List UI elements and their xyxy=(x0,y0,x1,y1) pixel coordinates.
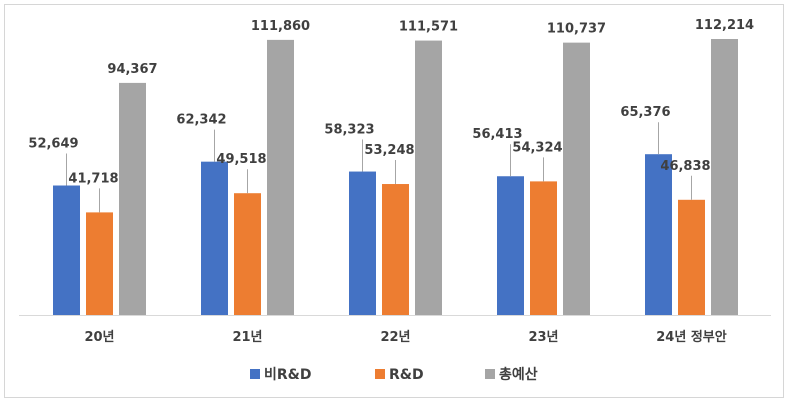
bar-R&D-24년 정부안 xyxy=(678,199,705,315)
bar-R&D-20년 xyxy=(86,212,113,315)
bar-R&D-22년 xyxy=(382,184,409,315)
data-label-R&D-23년: 54,324 xyxy=(512,140,562,155)
bar-총예산-23년 xyxy=(563,42,590,315)
bar-비R&D-23년 xyxy=(497,176,524,315)
legend-swatch-R&D xyxy=(375,369,385,379)
bar-총예산-21년 xyxy=(267,39,294,315)
data-label-비R&D-22년: 58,323 xyxy=(324,123,374,138)
bar-비R&D-21년 xyxy=(201,161,228,315)
category-label: 21년 xyxy=(232,330,262,345)
category-label: 24년 정부안 xyxy=(656,329,726,345)
legend-label-R&D: R&D xyxy=(389,367,424,383)
data-label-총예산-20년: 94,367 xyxy=(107,62,157,77)
data-label-총예산-21년: 111,860 xyxy=(251,19,310,34)
data-label-총예산-23년: 110,737 xyxy=(547,22,606,37)
bar-비R&D-20년 xyxy=(53,185,80,315)
data-label-비R&D-24년 정부안: 65,376 xyxy=(620,105,670,120)
data-label-비R&D-21년: 62,342 xyxy=(176,113,226,128)
bar-비R&D-22년 xyxy=(349,171,376,315)
bar-비R&D-24년 정부안 xyxy=(645,154,672,315)
category-label: 23년 xyxy=(528,330,558,345)
legend-label-총예산: 총예산 xyxy=(499,366,538,383)
legend-swatch-비R&D xyxy=(250,369,260,379)
data-label-R&D-24년 정부안: 46,838 xyxy=(660,159,710,174)
bar-R&D-21년 xyxy=(234,193,261,315)
category-label: 22년 xyxy=(380,330,410,345)
bar-R&D-23년 xyxy=(530,181,557,315)
category-label: 20년 xyxy=(84,330,114,345)
bar-chart: 52,649 41,718 94,367 62,342 49,518 111,860 58,… xyxy=(19,18,771,383)
data-label-총예산-24년 정부안: 112,214 xyxy=(695,18,754,33)
data-label-비R&D-23년: 56,413 xyxy=(472,127,522,142)
chart-frame: 52,649 41,718 94,367 62,342 49,518 111,860 58,… xyxy=(4,4,784,398)
legend-swatch-총예산 xyxy=(485,369,495,379)
bar-총예산-20년 xyxy=(119,82,146,315)
bar-총예산-22년 xyxy=(415,40,442,315)
legend-label-비R&D: 비R&D xyxy=(264,367,312,383)
bar-총예산-24년 정부안 xyxy=(711,39,738,315)
data-label-R&D-21년: 49,518 xyxy=(216,152,266,167)
data-label-총예산-22년: 111,571 xyxy=(399,20,458,35)
data-label-R&D-22년: 53,248 xyxy=(364,143,414,158)
data-label-R&D-20년: 41,718 xyxy=(68,171,118,186)
data-label-비R&D-20년: 52,649 xyxy=(28,137,78,152)
